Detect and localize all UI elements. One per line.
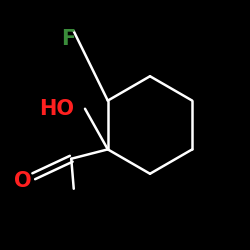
Text: HO: HO xyxy=(39,99,74,119)
Text: O: O xyxy=(14,171,32,191)
Text: F: F xyxy=(61,29,76,49)
